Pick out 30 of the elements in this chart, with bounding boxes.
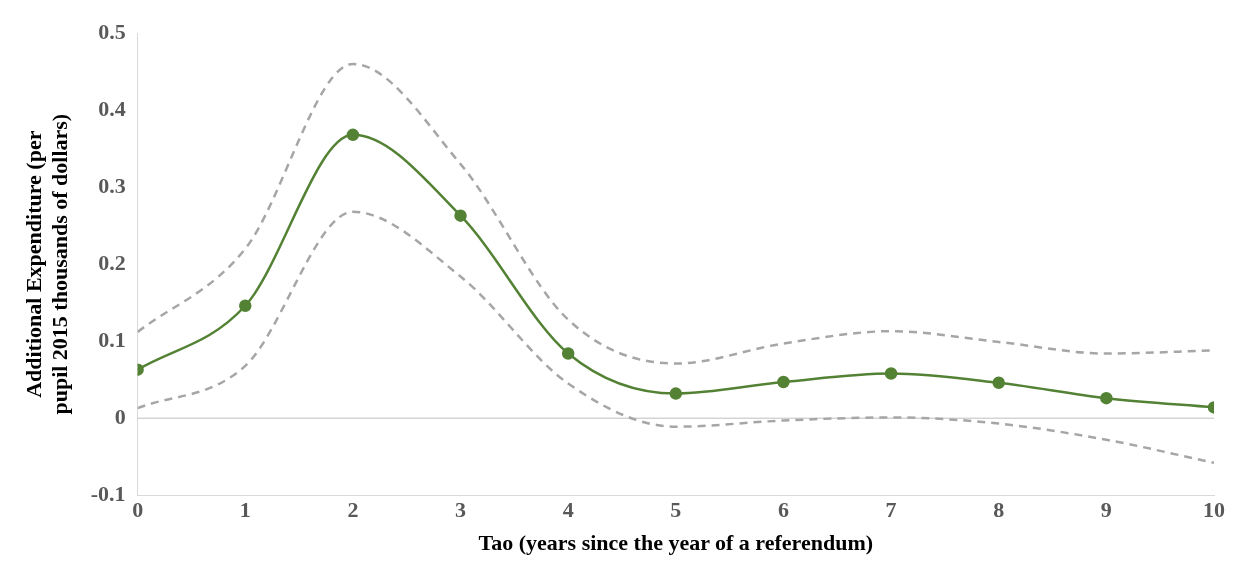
- x-tick-label: 8: [993, 497, 1005, 523]
- x-tick-label: 1: [239, 497, 251, 523]
- x-tick-label: 2: [347, 497, 359, 523]
- point: [1100, 391, 1113, 405]
- point: [884, 367, 898, 380]
- y-axis-title: Additional Expenditure (per pupil 2015 thousands of dollars): [20, 113, 73, 415]
- x-tick-label: 7: [885, 497, 897, 523]
- point: [777, 375, 790, 389]
- x-tick-label: 10: [1203, 497, 1225, 523]
- x-axis-title: Tao (years since the year of a referendum): [478, 530, 874, 556]
- y-tick-label: -0.1: [90, 480, 126, 506]
- point: [454, 209, 467, 222]
- x-tick-label: 3: [455, 497, 467, 523]
- point: [561, 347, 575, 360]
- x-tick-label: 9: [1100, 497, 1112, 523]
- x-tick-label: 6: [777, 497, 789, 523]
- point: [992, 376, 1005, 390]
- x-tick-label: 0: [132, 497, 144, 523]
- x-tick-label: 5: [670, 497, 682, 523]
- y-tick-label: 0: [114, 403, 126, 429]
- point: [346, 128, 360, 142]
- point: [669, 387, 683, 400]
- y-tick-label: 0.3: [98, 172, 126, 198]
- line-series: [137, 210, 1214, 465]
- y-tick-label: 0.2: [98, 249, 126, 275]
- x-tick-label: 4: [562, 497, 574, 523]
- y-tick-label: 0.5: [98, 18, 126, 44]
- point: [239, 299, 252, 313]
- y-tick-label: 0.1: [98, 326, 126, 352]
- y-tick-label: 0.4: [98, 95, 126, 121]
